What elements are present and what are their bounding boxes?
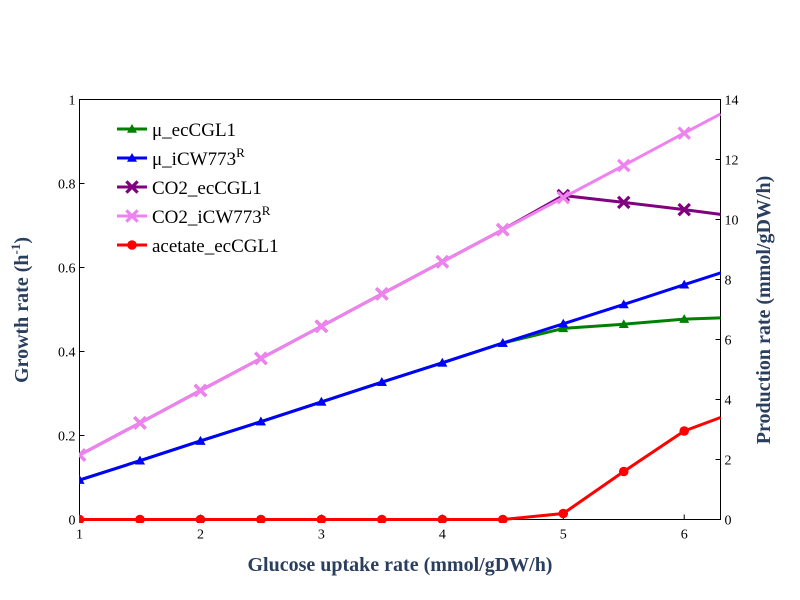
data-point-marker — [193, 383, 208, 398]
data-point-marker — [558, 318, 569, 328]
series-layer — [79, 112, 721, 523]
left-y-tick-label: 0.4 — [58, 346, 76, 361]
right-y-axis: 0 2 4 6 8 10 12 14 — [715, 94, 739, 529]
right-y-tick-label: 12 — [725, 154, 739, 169]
x-tick-label: 1 — [76, 528, 83, 543]
left-y-tick-label: 0.6 — [58, 262, 76, 277]
data-point-marker — [679, 279, 690, 289]
data-point-marker — [679, 426, 690, 436]
data-point-marker — [616, 158, 631, 173]
series-co2-icw773 — [79, 112, 721, 462]
data-point-marker — [79, 448, 87, 462]
data-point-marker — [677, 202, 691, 217]
data-point-marker — [618, 319, 629, 328]
legend: μ_ecCGL1 μ_iCW773R CO2_ecCGL1 CO2_iCW773Rac… — [117, 120, 279, 257]
data-point-marker — [314, 319, 329, 334]
right-y-tick-label: 4 — [725, 394, 732, 409]
right-y-tick-label: 10 — [725, 214, 739, 229]
legend-label: μ_iCW773R — [152, 145, 245, 170]
data-point-marker — [134, 455, 145, 465]
left-y-tick-label: 0 — [69, 514, 76, 529]
data-point-marker — [435, 255, 450, 269]
data-point-marker — [376, 377, 387, 386]
legend-label: CO2_iCW773R — [152, 203, 271, 228]
data-point-marker — [677, 126, 691, 140]
legend-swatch-marker — [127, 153, 137, 162]
data-point-marker — [558, 323, 569, 333]
data-point-marker — [497, 338, 508, 347]
x-tick-label: 2 — [197, 528, 204, 543]
x-tick-label: 4 — [439, 528, 446, 543]
data-point-marker — [375, 287, 389, 301]
left-y-tick-label: 0.2 — [58, 430, 76, 445]
series--icw773 — [79, 271, 721, 484]
series--eccgl1 — [79, 314, 721, 484]
series-line — [79, 271, 721, 482]
right-y-tick-label: 2 — [725, 454, 732, 469]
x-tick-label: 5 — [560, 528, 567, 543]
right-y-tick-label: 6 — [725, 334, 732, 349]
data-point-marker — [195, 514, 206, 523]
right-y-tick-label: 14 — [725, 94, 739, 109]
right-y-tick-label: 0 — [725, 514, 732, 529]
data-point-marker — [133, 416, 147, 430]
legend-item: CO2_iCW773R — [117, 203, 271, 228]
x-tick-label: 3 — [318, 528, 325, 543]
data-point-marker — [496, 222, 510, 237]
left-y-axis: 0 0.2 0.4 0.6 0.8 1 — [58, 94, 85, 529]
right-y-axis-title: Production rate (mmol/gDW/h) — [753, 176, 775, 445]
x-axis-title: Glucose uptake rate (mmol/gDW/h) — [248, 554, 553, 576]
left-y-tick-label: 1 — [69, 94, 76, 109]
left-y-axis-title: Growth rate (h-1) — [8, 237, 33, 383]
data-point-marker — [316, 514, 327, 523]
data-point-marker — [79, 514, 85, 523]
legend-item: μ_ecCGL1 — [117, 120, 236, 141]
x-tick-label: 6 — [681, 528, 688, 543]
legend-swatch-marker — [127, 240, 137, 250]
legend-item: CO2_ecCGL1 — [117, 178, 262, 199]
legend-item: μ_iCW773R — [117, 145, 245, 170]
data-point-marker — [377, 514, 387, 523]
legend-swatch-marker — [125, 209, 139, 223]
data-point-marker — [256, 514, 266, 523]
data-point-marker — [255, 416, 266, 426]
series-line — [79, 316, 721, 482]
data-point-marker — [316, 396, 327, 406]
data-point-marker — [616, 195, 631, 210]
data-point-marker — [679, 314, 690, 323]
data-point-marker — [135, 514, 145, 523]
right-y-tick-label: 8 — [725, 274, 732, 289]
data-point-marker — [437, 357, 448, 367]
data-point-marker — [254, 351, 268, 366]
series-acetate-eccgl1 — [79, 416, 721, 523]
legend-swatch-marker — [127, 124, 137, 133]
data-point-marker — [437, 514, 448, 523]
data-point-marker — [556, 190, 571, 205]
legend-swatch-marker — [125, 180, 139, 194]
data-point-marker — [558, 508, 569, 519]
data-point-marker — [195, 435, 206, 445]
legend-label: μ_ecCGL1 — [152, 120, 236, 141]
legend-item: acetate_ecCGL1 — [117, 236, 279, 257]
left-y-tick-label: 0.8 — [58, 178, 76, 193]
data-point-marker — [618, 299, 629, 309]
legend-label: acetate_ecCGL1 — [152, 236, 279, 257]
series-line — [79, 416, 721, 521]
data-point-marker — [618, 466, 629, 477]
data-point-marker — [498, 514, 508, 523]
legend-label: CO2_ecCGL1 — [152, 178, 262, 199]
data-point-marker — [79, 475, 85, 484]
series-line — [79, 112, 721, 457]
